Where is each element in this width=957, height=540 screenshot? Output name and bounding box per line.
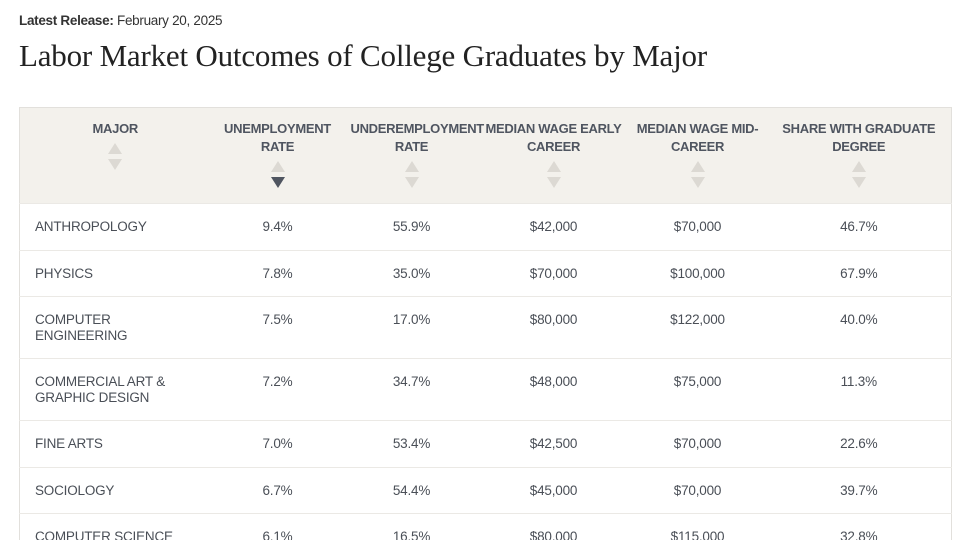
sort-down[interactable]	[690, 177, 705, 188]
value-cell: $70,000	[628, 203, 767, 250]
value-cell: 6.7%	[210, 466, 345, 514]
release-date: February 20, 2025	[117, 13, 223, 28]
release-label: Latest Release:	[19, 13, 114, 28]
release-line: Latest Release: February 20, 2025	[19, 13, 223, 28]
major-cell: COMMERCIAL ART & GRAPHIC DESIGN	[19, 358, 211, 421]
major-cell: COMPUTER ENGINEERING	[19, 296, 211, 359]
value-cell: 7.5%	[210, 296, 345, 359]
value-cell: $115,000	[628, 513, 767, 540]
header-label: MEDIAN WAGE EARLY CAREER	[485, 121, 622, 154]
value-cell: $80,000	[478, 513, 629, 540]
value-cell: 22.6%	[766, 420, 952, 467]
table-row: PHYSICS 7.8% 35.0% $70,000 $100,000 67.9%	[19, 249, 952, 297]
value-cell: 34.7%	[344, 358, 479, 421]
value-cell: $45,000	[478, 466, 629, 514]
sort-down[interactable]	[851, 177, 866, 188]
value-cell: $70,000	[628, 420, 767, 467]
major-cell: SOCIOLOGY	[19, 466, 211, 514]
sort-up[interactable]	[851, 161, 866, 172]
sort-down[interactable]	[108, 159, 123, 170]
sort-down[interactable]	[546, 177, 561, 188]
value-cell: 7.0%	[210, 420, 345, 467]
sort-icon[interactable]	[404, 160, 420, 190]
table-row: COMPUTER ENGINEERING 7.5% 17.0% $80,000 $122…	[19, 296, 952, 359]
major-cell: PHYSICS	[19, 249, 211, 297]
major-cell: FINE ARTS	[19, 420, 211, 467]
value-cell: $122,000	[628, 296, 767, 359]
value-cell: 11.3%	[766, 358, 952, 421]
header-label: MAJOR	[92, 121, 139, 136]
sort-icon[interactable]	[690, 160, 706, 190]
column-header[interactable]: MEDIAN WAGE MID-CAREER	[628, 107, 767, 204]
table-body: ANTHROPOLOGY 9.4% 55.9% $42,000 $70,000 46.7%…	[19, 203, 952, 540]
value-cell: 7.2%	[210, 358, 345, 421]
major-cell: ANTHROPOLOGY	[19, 203, 211, 250]
sort-up[interactable]	[270, 161, 285, 172]
value-cell: $42,500	[478, 420, 629, 467]
header-label: MEDIAN WAGE MID-CAREER	[636, 121, 759, 154]
sort-down[interactable]	[404, 177, 419, 188]
table-row: COMPUTER SCIENCE 6.1% 16.5% $80,000 $115,000…	[19, 513, 952, 540]
column-header[interactable]: MEDIAN WAGE EARLY CAREER	[478, 107, 629, 204]
sort-up[interactable]	[404, 161, 419, 172]
value-cell: 17.0%	[344, 296, 479, 359]
value-cell: $70,000	[478, 249, 629, 297]
data-table: MAJOR UNEMPLOYMENT RATE UNDEREMPLOYMENT RA…	[19, 107, 952, 540]
value-cell: 6.1%	[210, 513, 345, 540]
value-cell: $80,000	[478, 296, 629, 359]
value-cell: 16.5%	[344, 513, 479, 540]
sort-icon[interactable]	[546, 160, 562, 190]
header-label: UNEMPLOYMENT RATE	[224, 121, 331, 154]
header-row: MAJOR UNEMPLOYMENT RATE UNDEREMPLOYMENT RA…	[19, 107, 952, 204]
value-cell: $42,000	[478, 203, 629, 250]
sort-up[interactable]	[546, 161, 561, 172]
page-title: Labor Market Outcomes of College Graduat…	[19, 38, 707, 73]
column-header[interactable]: UNEMPLOYMENT RATE	[210, 107, 345, 204]
column-header[interactable]: SHARE WITH GRADUATE DEGREE	[766, 107, 952, 204]
value-cell: $48,000	[478, 358, 629, 421]
column-header[interactable]: MAJOR	[19, 107, 211, 204]
major-cell: COMPUTER SCIENCE	[19, 513, 211, 540]
sort-down[interactable]	[270, 177, 285, 188]
column-header[interactable]: UNDEREMPLOYMENT RATE	[344, 107, 485, 204]
value-cell: 40.0%	[766, 296, 952, 359]
table-row: ANTHROPOLOGY 9.4% 55.9% $42,000 $70,000 46.7%	[19, 203, 952, 250]
value-cell: $75,000	[628, 358, 767, 421]
value-cell: 53.4%	[344, 420, 479, 467]
sort-icon[interactable]	[270, 160, 286, 190]
header-label: UNDEREMPLOYMENT RATE	[350, 121, 485, 154]
value-cell: 7.8%	[210, 249, 345, 297]
value-cell: 39.7%	[766, 466, 952, 514]
value-cell: 54.4%	[344, 466, 479, 514]
value-cell: 35.0%	[344, 249, 479, 297]
sort-up[interactable]	[108, 143, 123, 154]
sort-icon[interactable]	[107, 142, 123, 172]
header-label: SHARE WITH GRADUATE DEGREE	[782, 121, 936, 154]
value-cell: $70,000	[628, 466, 767, 514]
table-row: SOCIOLOGY 6.7% 54.4% $45,000 $70,000 39.7%	[19, 466, 952, 514]
value-cell: 9.4%	[210, 203, 345, 250]
sort-up[interactable]	[690, 161, 705, 172]
value-cell: 55.9%	[344, 203, 479, 250]
value-cell: 32.8%	[766, 513, 952, 540]
table-row: FINE ARTS 7.0% 53.4% $42,500 $70,000 22.6%	[19, 420, 952, 467]
value-cell: 67.9%	[766, 249, 952, 297]
value-cell: $100,000	[628, 249, 767, 297]
table-row: COMMERCIAL ART & GRAPHIC DESIGN 7.2% 34.7%…	[19, 358, 952, 421]
sort-icon[interactable]	[851, 160, 867, 190]
value-cell: 46.7%	[766, 203, 952, 250]
